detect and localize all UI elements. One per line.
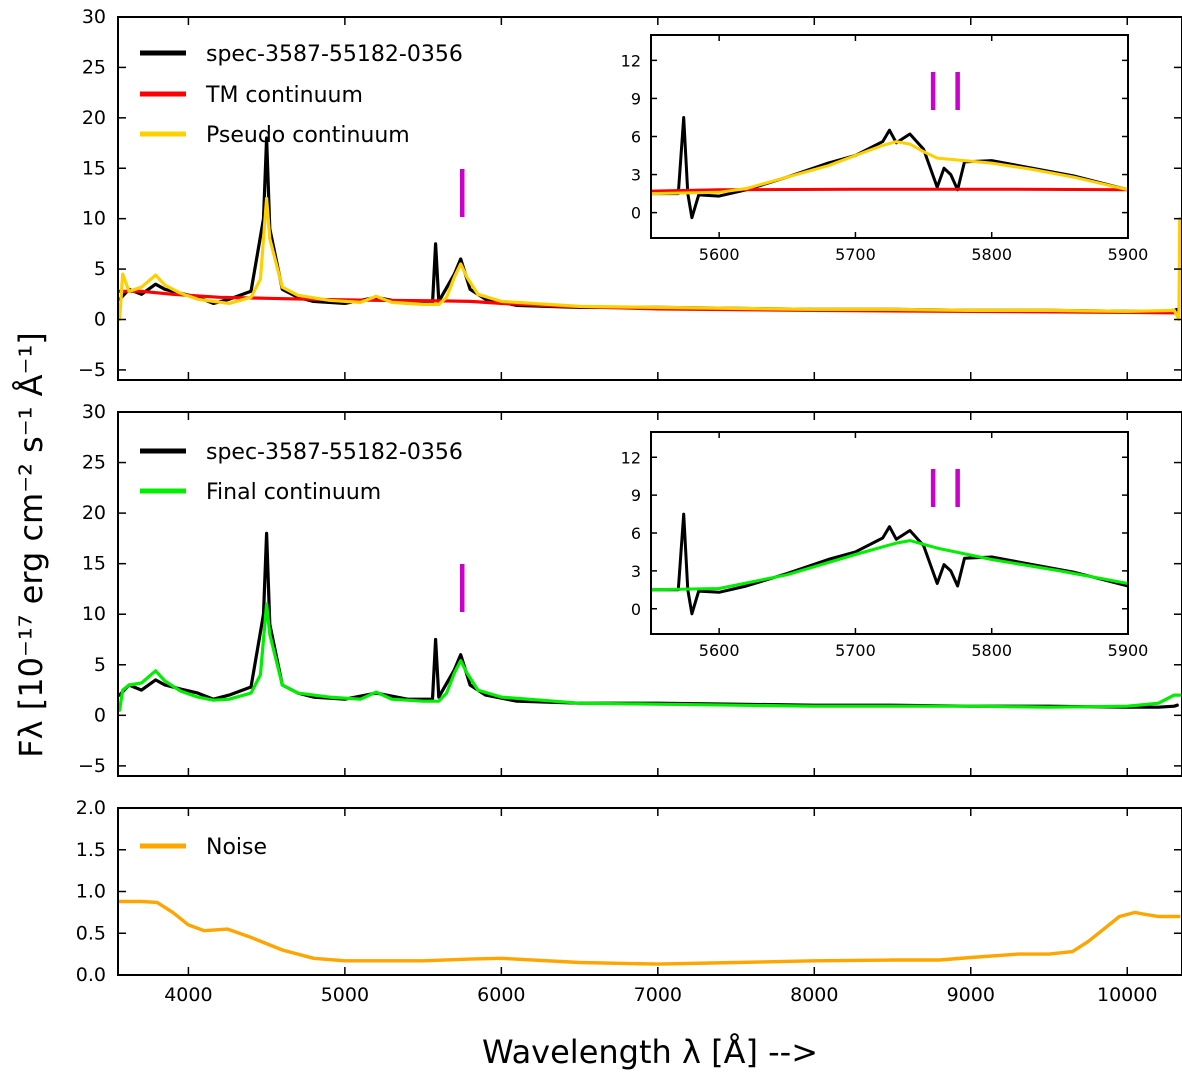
x-tick-label: 5900: [1108, 641, 1149, 660]
y-tick-label: 0: [94, 309, 106, 331]
series-line-spec-3587-55182-0356: [651, 116, 1128, 220]
y-tick-label: 9: [631, 89, 641, 108]
y-tick-label: 6: [631, 128, 641, 147]
series-line-pseudo-continuum: [118, 196, 1182, 322]
y-tick-label: 20: [82, 502, 106, 524]
x-tick-label: 5600: [699, 245, 740, 264]
y-tick-label: 30: [82, 401, 106, 423]
legend-middle: spec-3587-55182-0356 Final continuum: [140, 440, 463, 505]
inset-background: [651, 432, 1128, 634]
y-tick-label: −5: [78, 755, 106, 777]
y-tick-label: 2.0: [76, 797, 106, 819]
y-tick-label: 5: [94, 258, 106, 280]
y-tick-label: 9: [631, 486, 641, 505]
y-tick-label: 0.0: [76, 964, 106, 986]
y-tick-label: 30: [82, 6, 106, 28]
series-line-spec-3587-55182-0356: [651, 512, 1128, 616]
axes-frame: [117, 411, 1182, 777]
legend-label-spectrum: spec-3587-55182-0356: [206, 42, 463, 67]
x-tick-label: 6000: [477, 984, 525, 1006]
axes-frame: [117, 807, 1182, 976]
y-tick-label: 20: [82, 107, 106, 129]
series-line-final-continuum: [118, 602, 1182, 712]
y-tick-label: 15: [82, 157, 106, 179]
legend-label-noise: Noise: [206, 835, 267, 860]
legend-noise: Noise: [140, 835, 267, 860]
y-tick-label: 0: [631, 600, 641, 619]
plot-area: [118, 531, 1182, 712]
legend-label-tm-continuum: TM continuum: [205, 83, 363, 108]
y-tick-label: 12: [621, 51, 641, 70]
x-tick-label: 8000: [790, 984, 838, 1006]
y-tick-label: 0: [631, 204, 641, 223]
plot-area: [118, 136, 1182, 322]
y-tick-label: 10: [82, 603, 106, 625]
legend-label-final-continuum: Final continuum: [206, 480, 381, 505]
y-tick-label: 6: [631, 524, 641, 543]
x-tick-label: 10000: [1097, 984, 1157, 1006]
series-line-pseudo-continuum: [651, 140, 1128, 196]
x-tick-label: 7000: [634, 984, 682, 1006]
y-tick-label: 25: [82, 56, 106, 78]
y-tick-label: 25: [82, 452, 106, 474]
x-tick-label: 5800: [971, 245, 1012, 264]
y-tick-label: 10: [82, 208, 106, 230]
x-tick-label: 5900: [1108, 245, 1149, 264]
x-tick-label: 5800: [971, 641, 1012, 660]
y-tick-label: 0.5: [76, 922, 106, 944]
series-line-final-continuum: [651, 539, 1128, 592]
x-tick-label: 5700: [835, 245, 876, 264]
y-tick-label: 1.5: [76, 839, 106, 861]
legend-label-pseudo-continuum: Pseudo continuum: [206, 123, 410, 148]
x-tick-label: 4000: [164, 984, 212, 1006]
x-tick-label: 5000: [321, 984, 369, 1006]
legend-label-spectrum-2: spec-3587-55182-0356: [206, 440, 463, 465]
y-tick-label: 5: [94, 654, 106, 676]
series-line-noise: [118, 899, 1181, 966]
plot-area: [651, 512, 1128, 616]
y-tick-label: 15: [82, 553, 106, 575]
series-line-tm-continuum: [651, 187, 1128, 193]
x-tick-label: 5600: [699, 641, 740, 660]
y-tick-label: 0: [94, 704, 106, 726]
plot-area: [118, 899, 1181, 966]
y-tick-label: 1.0: [76, 881, 106, 903]
y-axis-label: Fλ [10⁻¹⁷ erg cm⁻² s⁻¹ Å⁻¹]: [12, 332, 50, 758]
x-axis-label: Wavelength λ [Å] -->: [482, 1033, 818, 1071]
x-tick-label: 9000: [947, 984, 995, 1006]
y-tick-label: 3: [631, 166, 641, 185]
y-tick-label: 12: [621, 448, 641, 467]
y-tick-label: −5: [78, 359, 106, 381]
axes-frame: [117, 16, 1182, 381]
noise-panel: 4000 5000 6000 7000 8000 9000 10000 0.0 0.5 1.0 1.…: [76, 797, 1182, 1006]
middle-inset: 5600 5700 5800 5900 0 3 6 9 12: [621, 431, 1149, 660]
legend-top: spec-3587-55182-0356 TM continuum Pseudo…: [140, 42, 463, 148]
top-inset: 5600 5700 5800 5900 0 3 6 9 12: [621, 34, 1149, 264]
plot-area: [651, 116, 1128, 220]
y-tick-label: 3: [631, 562, 641, 581]
inset-background: [651, 35, 1128, 238]
x-tick-label: 5700: [835, 641, 876, 660]
